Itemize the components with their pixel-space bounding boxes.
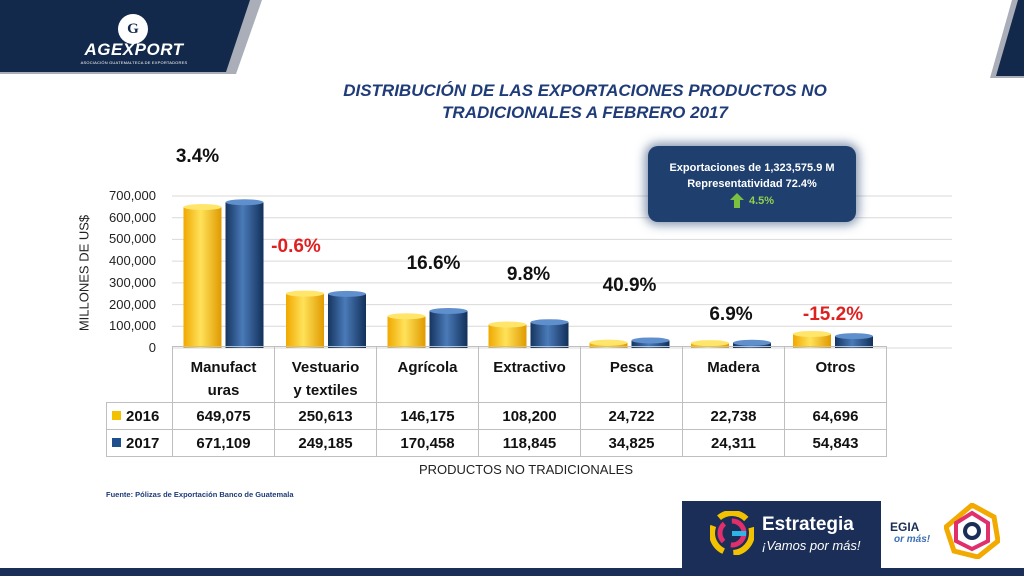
- title-line-1: DISTRIBUCIÓN DE LAS EXPORTACIONES PRODUC…: [343, 81, 827, 100]
- data-table: Manufact uras Vestuario y textiles Agrícola E…: [106, 346, 887, 457]
- callout-line-2: Representatividad 72.4%: [687, 178, 817, 190]
- bar-2017-0: [225, 202, 264, 348]
- slide-title: DISTRIBUCIÓN DE LAS EXPORTACIONES PRODUC…: [300, 80, 870, 124]
- table-cell-2016-2: 146,175: [376, 402, 479, 430]
- table-cell-2016-4: 24,722: [580, 402, 683, 430]
- bar-cap-2016-3: [488, 321, 527, 328]
- bar-cap-2016-6: [793, 330, 831, 337]
- y-tick-label: 200,000: [109, 296, 156, 312]
- strategy-title: Estrategia: [762, 514, 854, 535]
- table-cell-2016-3: 108,200: [478, 402, 581, 430]
- callout-line-1: Exportaciones de 1,323,575.9 M: [669, 162, 835, 174]
- category-label-5: Madera: [682, 346, 785, 403]
- title-line-2: TRADICIONALES A FEBRERO 2017: [442, 103, 728, 122]
- category-label-0: Manufact uras: [172, 346, 275, 403]
- strategy-fragment-sub: or más!: [894, 534, 931, 545]
- x-axis-label: PRODUCTOS NO TRADICIONALES: [418, 462, 634, 477]
- bottom-bar: [0, 568, 1024, 576]
- category-label-2: Agrícola: [376, 346, 479, 403]
- summary-callout: Exportaciones de 1,323,575.9 M Represent…: [648, 146, 856, 222]
- bar-cap-2017-1: [328, 290, 366, 297]
- table-row-2017: 2017 671,109 249,185 170,458 118,845 34,825 24…: [106, 429, 887, 457]
- bar-cap-2017-4: [631, 337, 670, 344]
- bar-cap-2017-6: [835, 333, 873, 340]
- table-cell-2017-4: 34,825: [580, 429, 683, 457]
- bar-cap-2016-4: [589, 339, 628, 346]
- legend-2017: 2017: [106, 429, 173, 457]
- category-label-3: Extractivo: [478, 346, 581, 403]
- logo-subtitle: ASOCIACIÓN GUATEMALTECA DE EXPORTADORES: [80, 60, 188, 65]
- logo-mark: G: [118, 14, 148, 44]
- table-cell-2017-2: 170,458: [376, 429, 479, 457]
- bar-2017-3: [530, 322, 569, 348]
- growth-label-2: 16.6%: [406, 252, 461, 274]
- legend-2016: 2016: [106, 402, 173, 430]
- table-cell-2016-0: 649,075: [172, 402, 275, 430]
- strategy-emblem-icon: [944, 503, 1000, 559]
- source-note: Fuente: Pólizas de Exportación Banco de …: [106, 490, 294, 499]
- category-label-6: Otros: [784, 346, 887, 403]
- bar-cap-2016-0: [183, 204, 222, 211]
- category-label-1: Vestuario y textiles: [274, 346, 377, 403]
- table-cell-2017-6: 54,843: [784, 429, 887, 457]
- table-cell-2017-5: 24,311: [682, 429, 785, 457]
- table-cell-2017-3: 118,845: [478, 429, 581, 457]
- strategy-subtitle: ¡Vamos por más!: [762, 538, 861, 553]
- bar-2016-6: [793, 333, 831, 348]
- growth-label-6: -15.2%: [802, 304, 864, 325]
- bar-cap-2017-3: [530, 319, 569, 326]
- y-tick-label: 600,000: [109, 209, 156, 225]
- table-cell-2016-1: 250,613: [274, 402, 377, 430]
- bar-2016-0: [183, 207, 222, 348]
- strategy-fragment-title: EGIA: [890, 520, 920, 534]
- bar-2016-3: [488, 324, 527, 348]
- bar-cap-2016-2: [387, 313, 426, 320]
- bar-2017-4: [631, 340, 670, 348]
- legend-key-2016: [112, 410, 121, 420]
- y-tick-label: 400,000: [109, 253, 156, 269]
- up-arrow-icon: [729, 193, 744, 208]
- strategy-logo-icon: [710, 511, 754, 555]
- bar-cap-2017-5: [733, 339, 771, 346]
- bar-2017-1: [328, 293, 366, 348]
- bar-cap-2016-5: [691, 340, 729, 347]
- callout-growth: 4.5%: [648, 193, 856, 208]
- category-label-4: Pesca: [580, 346, 683, 403]
- table-cell-2016-5: 22,738: [682, 402, 785, 430]
- y-tick-label: 500,000: [109, 231, 156, 247]
- y-tick-label: 700,000: [109, 188, 156, 203]
- growth-label-3: 9.8%: [506, 264, 551, 286]
- bar-2017-2: [429, 310, 468, 348]
- growth-label-0: 3.4%: [175, 146, 220, 167]
- callout-growth-value: 4.5%: [748, 194, 775, 207]
- bar-cap-2017-2: [429, 307, 468, 314]
- agexport-logo: G AGEXPORT ASOCIACIÓN GUATEMALTECA DE EX…: [58, 14, 210, 65]
- bar-2016-2: [387, 316, 426, 348]
- growth-label-5: 6.9%: [709, 304, 753, 325]
- bar-2016-1: [286, 293, 324, 348]
- table-cell-2016-6: 64,696: [784, 402, 887, 430]
- bar-cap-2017-0: [225, 199, 264, 206]
- table-cell-2017-0: 671,109: [172, 429, 275, 457]
- growth-label-4: 40.9%: [602, 275, 657, 296]
- table-cell-2017-1: 249,185: [274, 429, 377, 457]
- logo-wordmark: AGEXPORT: [84, 40, 184, 59]
- growth-label-1: -0.6%: [271, 235, 321, 257]
- bar-cap-2016-1: [286, 290, 324, 297]
- table-header-row: Manufact uras Vestuario y textiles Agrícola E…: [106, 346, 887, 403]
- y-tick-label: 300,000: [109, 274, 156, 290]
- table-corner: [106, 346, 173, 403]
- header-banner-right: [990, 0, 1024, 78]
- bar-2017-6: [835, 336, 873, 348]
- legend-key-2017: [112, 437, 121, 447]
- y-tick-label: 100,000: [109, 318, 156, 334]
- table-row-2016: 2016 649,075 250,613 146,175 108,200 24,722 22…: [106, 402, 887, 430]
- strategy-banner: Estrategia ¡Vamos por más!: [682, 501, 881, 569]
